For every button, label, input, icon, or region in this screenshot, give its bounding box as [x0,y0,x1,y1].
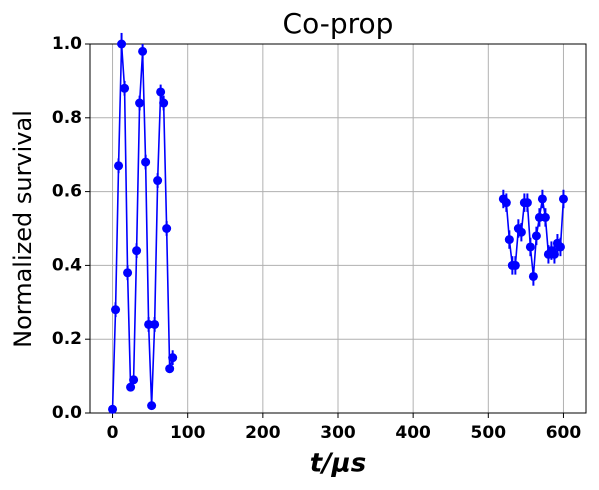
data-point [537,194,547,204]
data-point [126,382,136,392]
data-point [501,198,511,208]
y-tick-label: 1.0 [52,34,82,54]
data-point [540,212,550,222]
data-point [123,268,133,278]
x-tick-label: 300 [320,423,356,443]
data-point [558,194,568,204]
data-point [522,198,532,208]
y-axis-label: Normalized survival [9,110,37,348]
x-tick-label: 600 [546,423,582,443]
x-tick-label: 400 [395,423,431,443]
data-point [153,176,163,186]
y-tick-label: 0.2 [52,329,82,349]
data-point [117,39,127,49]
data-point [147,401,157,411]
data-point [132,246,142,256]
y-tick-label: 0.8 [52,108,82,128]
data-point [114,161,124,171]
x-tick-label: 0 [107,423,119,443]
y-tick-label: 0.0 [52,403,82,423]
data-point [150,319,160,329]
x-tick-label: 200 [245,423,281,443]
data-point [531,231,541,241]
data-point [129,375,139,385]
data-point [135,98,145,108]
data-point [165,364,175,374]
plot-frame [89,43,587,414]
data-point [525,242,535,252]
data-point [162,224,172,233]
data-point [510,260,520,270]
data-point [516,227,526,237]
data-point [141,157,151,167]
data-point [168,353,178,363]
chart-title: Co-prop [283,7,394,40]
x-axis-label: t/μs [310,449,367,479]
data-point [156,87,166,97]
data-point [120,83,130,93]
data-point [111,305,121,315]
x-tick-label: 500 [471,423,507,443]
y-tick-label: 0.6 [52,182,82,202]
data-point [504,235,514,245]
data-point [528,271,538,281]
x-tick-label: 100 [170,423,206,443]
data-point [555,242,565,252]
data-point [138,46,148,56]
y-tick-label: 0.4 [52,255,82,275]
data-point [108,404,118,414]
data-point [159,98,169,108]
